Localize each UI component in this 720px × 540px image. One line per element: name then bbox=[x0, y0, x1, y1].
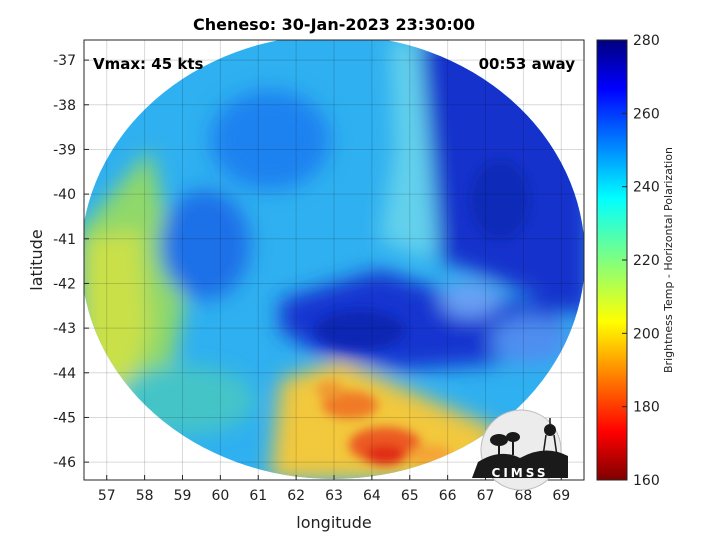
x-axis-label: longitude bbox=[296, 513, 371, 532]
y-axis-label: latitude bbox=[27, 229, 46, 290]
x-tick-label: 57 bbox=[98, 488, 116, 504]
x-tick-label: 59 bbox=[174, 488, 192, 504]
colorbar-tick-label: 220 bbox=[633, 253, 660, 269]
colorbar-ticks: 160 180 200 220 240 260 280 bbox=[622, 33, 660, 489]
colorbar-tick-label: 280 bbox=[633, 33, 660, 49]
x-tick-label: 67 bbox=[477, 488, 495, 504]
x-tick-label: 65 bbox=[401, 488, 419, 504]
colorbar-tick-label: 200 bbox=[633, 326, 660, 342]
colorbar-label: Brightness Temp - Horizontal Polarizatio… bbox=[662, 147, 675, 373]
x-tick-label: 69 bbox=[552, 488, 570, 504]
y-tick-label: -40 bbox=[53, 187, 76, 203]
y-tick-label: -37 bbox=[53, 53, 76, 69]
y-tick-label: -39 bbox=[53, 142, 76, 158]
colorbar-tick-label: 180 bbox=[633, 400, 660, 416]
y-tick-label: -38 bbox=[53, 98, 76, 114]
y-axis-ticks: -37 -38 -39 -40 -41 -42 -43 -44 -45 -46 bbox=[53, 53, 89, 471]
y-tick-label: -44 bbox=[53, 366, 76, 382]
chart-title: Cheneso: 30-Jan-2023 23:30:00 bbox=[193, 15, 475, 34]
x-tick-label: 64 bbox=[363, 488, 381, 504]
y-tick-label: -41 bbox=[53, 232, 76, 248]
colorbar-tick-label: 260 bbox=[633, 106, 660, 122]
y-tick-label: -43 bbox=[53, 321, 76, 337]
gridlines bbox=[84, 40, 584, 480]
x-tick-label: 63 bbox=[325, 488, 343, 504]
colorbar: 160 180 200 220 240 260 280 Brightness Temp - … bbox=[596, 33, 675, 489]
vmax-annotation: Vmax: 45 kts bbox=[93, 55, 203, 73]
y-tick-label: -42 bbox=[53, 276, 76, 292]
x-tick-label: 62 bbox=[287, 488, 305, 504]
x-tick-label: 58 bbox=[136, 488, 154, 504]
x-axis-ticks: 57 58 59 60 61 62 63 64 65 66 67 68 69 bbox=[98, 475, 570, 504]
colorbar-tick-label: 240 bbox=[633, 180, 660, 196]
x-tick-label: 60 bbox=[211, 488, 229, 504]
x-tick-label: 68 bbox=[514, 488, 532, 504]
cimss-logo: CIMSS bbox=[472, 409, 568, 491]
x-tick-label: 66 bbox=[439, 488, 457, 504]
y-tick-label: -46 bbox=[53, 455, 76, 471]
y-tick-label: -45 bbox=[53, 410, 76, 426]
time-away-annotation: 00:53 away bbox=[479, 55, 576, 73]
colorbar-tick-label: 160 bbox=[633, 473, 660, 489]
logo-text: CIMSS bbox=[492, 466, 549, 480]
x-tick-label: 61 bbox=[249, 488, 267, 504]
